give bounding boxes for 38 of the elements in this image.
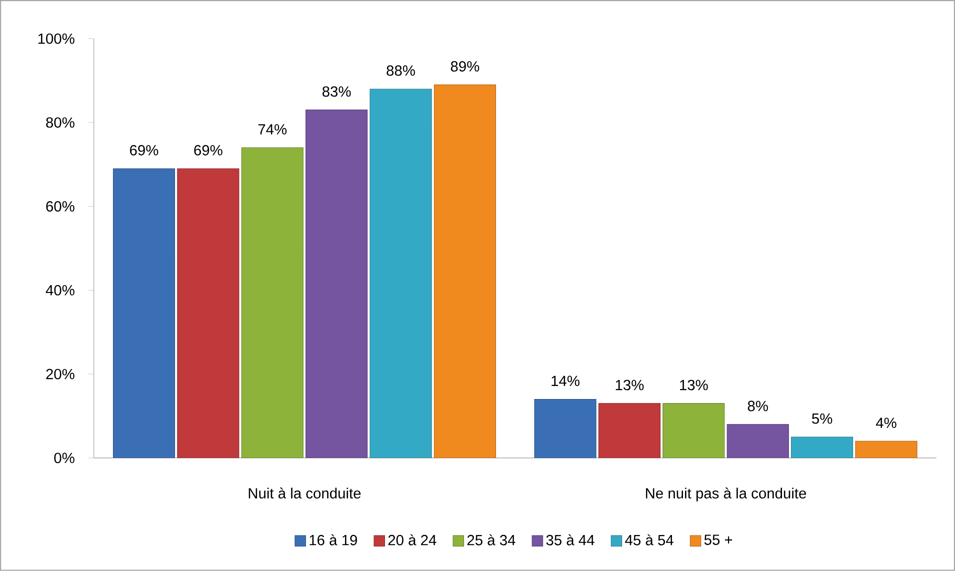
legend-label: 45 à 54 [625, 534, 674, 546]
data-label: 89% [450, 61, 480, 72]
bar [534, 399, 596, 458]
data-label: 74% [258, 124, 287, 135]
bar [434, 84, 496, 458]
y-tick-label: 60% [46, 201, 74, 212]
legend-label: 20 à 24 [388, 534, 436, 546]
y-tick-label: 40% [46, 285, 74, 296]
bar [855, 440, 918, 458]
legend-label: 25 à 34 [467, 534, 516, 546]
data-label: 5% [812, 414, 832, 424]
bar [177, 168, 240, 458]
data-label: 69% [194, 145, 222, 156]
data-label: 8% [748, 400, 768, 412]
data-label: 69% [130, 145, 158, 156]
bar [662, 403, 725, 458]
bar [726, 424, 789, 458]
bar [370, 88, 432, 458]
data-label: 14% [552, 376, 580, 386]
y-tick-label: 0% [54, 452, 74, 464]
data-label: 13% [616, 380, 644, 390]
data-label: 13% [680, 380, 708, 390]
bar [598, 403, 660, 458]
data-label: 4% [876, 418, 896, 428]
x-tick-label: Nuit à la conduite [248, 488, 361, 499]
legend-label: 55 + [704, 534, 732, 546]
bar [241, 147, 304, 458]
y-tick-label: 20% [46, 368, 74, 380]
bar [791, 436, 854, 458]
y-tick-label: 80% [46, 117, 74, 128]
legend-label: 16 à 19 [310, 534, 357, 546]
bar [112, 168, 176, 458]
bar [306, 110, 368, 458]
data-label: 88% [386, 65, 415, 76]
x-tick-label: Ne nuit pas à la conduite [646, 488, 806, 502]
legend-label: 35 à 44 [546, 534, 594, 546]
data-label: 83% [322, 86, 351, 97]
y-tick-label: 100% [38, 34, 74, 44]
